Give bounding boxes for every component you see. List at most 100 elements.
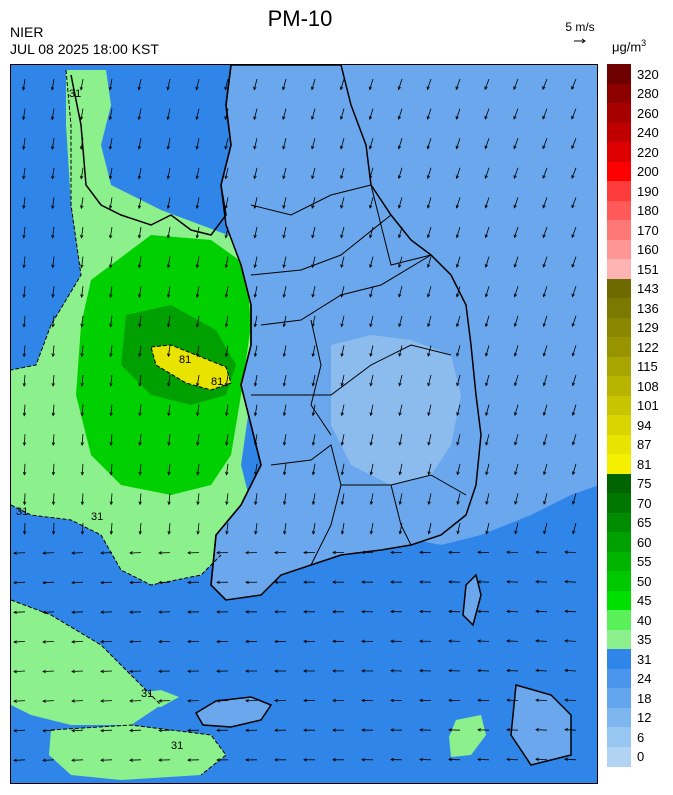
wind-arrow-head [245, 639, 249, 644]
wind-arrow-head [513, 115, 517, 120]
wind-arrow-head [513, 323, 518, 328]
wind-arrow-head [485, 501, 489, 505]
wind-arrow [312, 463, 316, 475]
wind-arrow-head [274, 639, 278, 644]
wind-arrow [398, 226, 403, 238]
wind-arrow-head [13, 640, 17, 644]
wind-arrow [23, 138, 26, 150]
wind-arrow-head [195, 116, 199, 121]
wind-arrow [514, 493, 519, 505]
pm-hotspot-area [151, 345, 231, 390]
wind-arrow-head [129, 699, 133, 703]
wind-arrow-head [571, 441, 576, 446]
wind-arrow-head [195, 294, 200, 298]
wind-arrow-head [398, 323, 402, 328]
wind-arrow [457, 522, 461, 534]
wind-arrow-head [571, 145, 575, 150]
wind-arrow-head [311, 412, 316, 417]
wind-arrow [167, 197, 171, 209]
wind-arrow-head [332, 728, 336, 732]
wind-arrow [225, 108, 229, 120]
wind-arrow-head [419, 609, 423, 614]
wind-arrow [196, 286, 200, 298]
wind-arrow-head [535, 728, 539, 732]
legend-swatch [607, 473, 631, 494]
wind-arrow-head [340, 264, 344, 269]
wind-arrow-head [80, 501, 85, 506]
wind-arrow-head [13, 699, 17, 703]
wind-arrow-head [340, 293, 344, 298]
wind-arrow [312, 493, 316, 505]
wind-arrow [564, 699, 577, 701]
wind-arrow-head [253, 86, 257, 91]
wind-arrow [535, 729, 548, 731]
wind-arrow [283, 286, 287, 298]
wind-arrow-head [542, 86, 546, 91]
wind-arrow [282, 167, 287, 179]
wind-arrow-head [390, 550, 394, 555]
wind-arrow-head [513, 293, 518, 298]
wind-arrow [225, 315, 229, 327]
wind-arrow-head [109, 264, 113, 269]
wind-arrow [53, 522, 55, 535]
pm-green-small-patch [121, 690, 179, 707]
wind-arrow-head [42, 669, 46, 674]
legend-label: 122 [637, 339, 659, 355]
wind-arrow-head [311, 323, 315, 328]
wind-arrow [341, 345, 345, 357]
wind-arrow-head [477, 550, 481, 554]
wind-arrow [197, 404, 200, 416]
korea-inland-region [331, 335, 461, 485]
wind-arrow-head [397, 204, 402, 209]
wind-arrow [456, 434, 461, 445]
wind-arrow [226, 463, 229, 475]
wind-arrow-head [398, 471, 402, 476]
wind-arrow [427, 197, 432, 209]
legend-swatch [607, 610, 631, 630]
wind-arrow-head [303, 550, 307, 555]
wind-arrow-head [167, 412, 171, 417]
wind-arrow-head [137, 86, 141, 91]
wind-arrow-head [187, 728, 191, 733]
wind-arrow [81, 404, 84, 416]
wind-arrow [340, 138, 345, 149]
wind-arrow [196, 226, 200, 238]
wind-arrow-head [369, 471, 373, 476]
wind-arrow-head [398, 264, 402, 269]
contour-label: 31 [91, 511, 103, 523]
wind-arrow [167, 286, 171, 298]
wind-arrow-head [456, 471, 460, 476]
legend-label: 260 [637, 105, 659, 121]
wind-arrow-head [79, 86, 84, 91]
wind-arrow-head [390, 757, 394, 762]
legend-swatch [607, 220, 631, 240]
wind-arrow [51, 78, 55, 90]
wind-arrow [81, 256, 84, 268]
wind-arrow [542, 138, 548, 149]
island-southeast [510, 684, 572, 766]
wind-arrow-head [274, 610, 278, 614]
wind-arrow-head [332, 580, 336, 584]
wind-arrow [535, 670, 548, 672]
wind-arrow-head [340, 353, 344, 357]
wind-arrow [42, 641, 55, 643]
wind-arrow [428, 463, 432, 475]
wind-arrow [572, 463, 577, 475]
wind-arrow [80, 108, 84, 120]
wind-arrow-head [100, 669, 104, 674]
wind-arrow [42, 611, 55, 613]
wind-arrow-head [456, 382, 460, 387]
wind-arrow-head [108, 116, 113, 121]
wind-arrow-head [282, 293, 286, 298]
wind-arrow-head [398, 382, 402, 387]
wind-arrow-head [340, 501, 345, 506]
wind-arrow [197, 434, 200, 446]
wind-arrow [456, 167, 461, 179]
legend-swatch [607, 512, 631, 533]
wind-arrow-head [571, 293, 575, 298]
wind-arrow-head [196, 530, 200, 535]
wind-arrow-head [571, 263, 575, 268]
wind-arrow-head [224, 205, 228, 210]
wind-arrow [254, 404, 258, 416]
wind-arrow-head [274, 758, 278, 762]
